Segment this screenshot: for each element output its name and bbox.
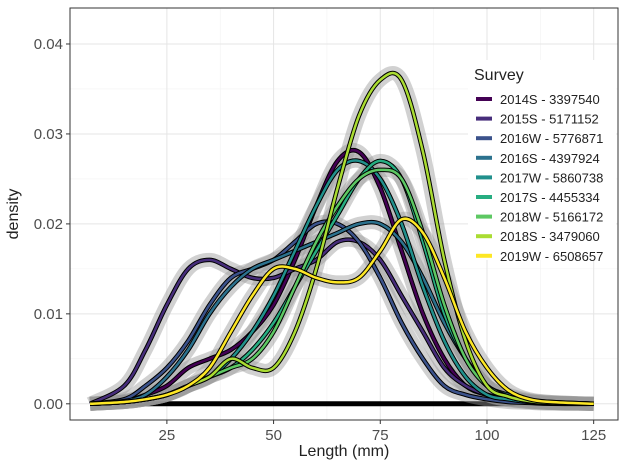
y-axis-title: density [5,189,22,240]
legend-label: 2019W - 6508657 [500,249,603,264]
panel-border [69,7,619,421]
legend-label: 2015S - 5171152 [500,112,599,127]
legend-label: 2016S - 4397924 [500,151,600,166]
legend-label: 2014S - 3397540 [500,92,600,107]
y-tick-label: 0.04 [34,36,63,53]
y-tick-label: 0.01 [34,306,63,323]
y-tick-label: 0.00 [34,396,63,413]
x-tick-label: 125 [581,427,606,444]
legend-title: Survey [474,67,524,84]
legend-label: 2017S - 4455334 [500,190,600,205]
legend-label: 2016W - 5776871 [500,131,603,146]
legend-label: 2018S - 3479060 [500,229,600,244]
x-axis-title: Length (mm) [299,443,390,460]
y-tick-label: 0.02 [34,216,63,233]
legend-label: 2017W - 5860738 [500,170,603,185]
x-tick-label: 75 [372,427,389,444]
y-tick-label: 0.03 [34,126,63,143]
x-tick-label: 100 [474,427,499,444]
x-tick-label: 25 [159,427,176,444]
density-line [89,217,594,406]
x-tick-label: 50 [265,427,282,444]
density-line [89,220,594,406]
legend-box [468,60,616,260]
legend-label: 2018W - 5166172 [500,210,603,225]
